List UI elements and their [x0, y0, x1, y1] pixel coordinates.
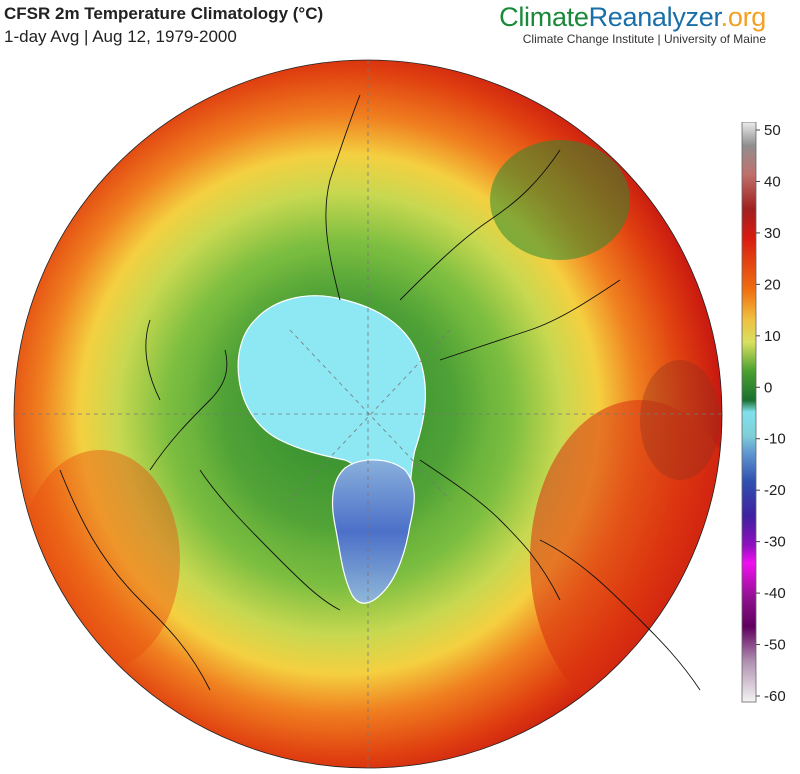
- colorbar-tick-label: -10: [764, 431, 786, 448]
- colorbar-tick-label: -40: [764, 585, 786, 602]
- brand-part-reanalyzer: Reanalyzer: [588, 2, 721, 32]
- colorbar-tick-label: -20: [764, 482, 786, 499]
- cool-region-tibet: [490, 140, 630, 260]
- temperature-colorbar: 50 40 30 20 10 0 -10 -20 -30 -40 -50 -60: [741, 122, 786, 705]
- brand-affiliation: Climate Change Institute | University of…: [522, 32, 766, 46]
- brand-part-org: .org: [720, 2, 767, 32]
- hot-spot-sahara: [640, 360, 720, 480]
- colorbar-tick-label: 0: [764, 379, 772, 396]
- globe-outline: [13, 59, 723, 769]
- colorbar-tick-label: 40: [764, 173, 781, 190]
- colorbar-tick-label: 20: [764, 276, 781, 293]
- greenland: [331, 459, 415, 604]
- colorbar-gradient: [741, 122, 757, 703]
- hot-region-asia: [530, 400, 722, 720]
- colorbar-tick-label: -50: [764, 637, 786, 654]
- graticule: [14, 60, 722, 768]
- colorbar-tick-label: 50: [764, 122, 781, 139]
- map-subtitle: 1-day Avg | Aug 12, 1979-2000: [4, 27, 237, 46]
- colorbar-tick-label: -30: [764, 534, 786, 551]
- coastlines: [59, 94, 701, 691]
- colorbar-tick-label: 10: [764, 328, 781, 345]
- colorbar-tick-label: -60: [764, 688, 786, 705]
- colorbar-tick-label: 30: [764, 225, 781, 242]
- map-title: CFSR 2m Temperature Climatology (°C): [4, 4, 324, 23]
- hot-region-north-america: [20, 450, 180, 670]
- brand-logo[interactable]: ClimateReanalyzer.org: [499, 2, 766, 33]
- colorbar-ticks: 50 40 30 20 10 0 -10 -20 -30 -40 -50 -60: [756, 122, 786, 705]
- brand-part-climate: Climate: [499, 2, 589, 32]
